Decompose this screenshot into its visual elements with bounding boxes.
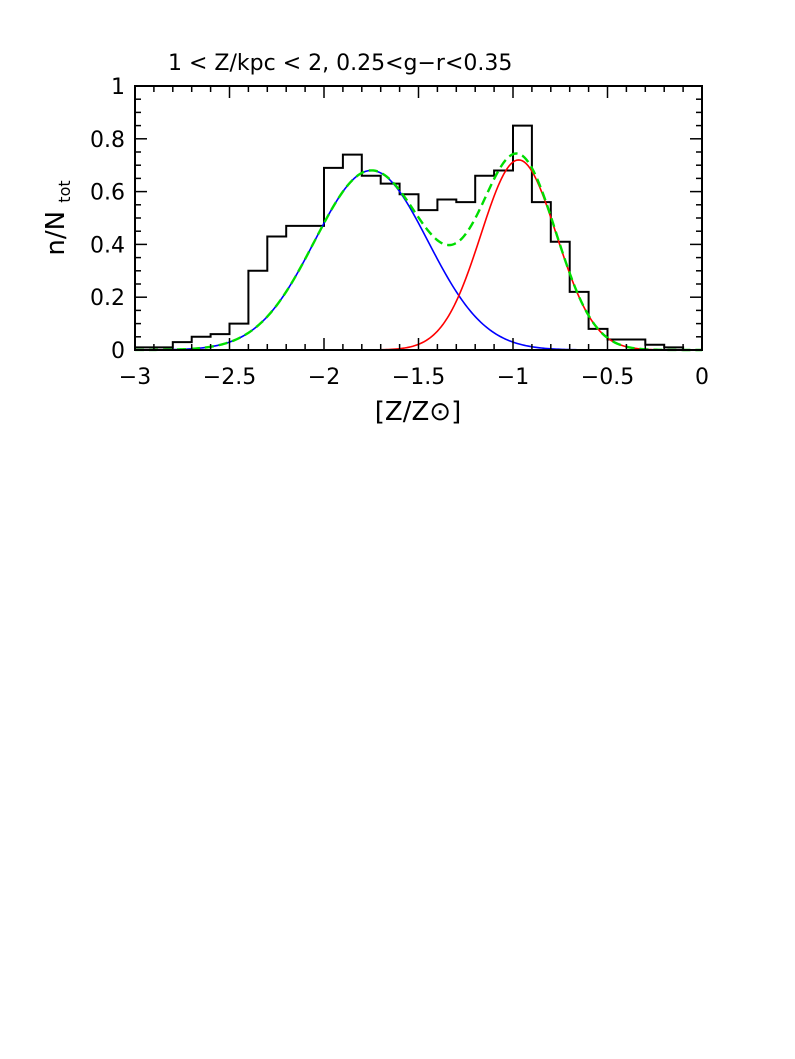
histogram-bar [494,170,513,350]
histogram-bar [381,184,400,350]
y-axis-label-main: n/N [41,211,71,256]
chart-title: 1 < Z/kpc < 2, 0.25<g−r<0.35 [168,51,512,76]
histogram-bar [532,202,551,350]
y-tick-label: 0.8 [90,128,125,153]
y-tick-label: 0.2 [90,286,125,311]
histogram-bar [248,271,267,350]
x-axis-label: [Z/Z⊙] [375,397,461,427]
x-tick-label: −0.5 [581,365,634,390]
y-axis: 0 0.2 0.4 0.6 0.8 1 [90,75,702,364]
x-tick-label: −2 [308,365,340,390]
y-axis-label-sub: tot [55,180,74,202]
x-tick-label: −3 [119,365,151,390]
gaussian-sum-curve [134,152,702,352]
histogram-bar [267,236,286,350]
y-tick-label: 1 [111,75,125,100]
histogram-bar [551,242,570,350]
histogram-bar [305,226,324,350]
plot-area [134,85,703,352]
histogram-outline [134,124,702,351]
y-tick-label: 0.6 [90,181,125,206]
histogram-bar [570,292,589,350]
x-tick-label: −1.5 [392,365,445,390]
histogram-bar [230,324,249,350]
histogram-bar [362,176,381,350]
y-tick-label: 0.4 [90,233,125,258]
histogram-bar [513,126,532,350]
histogram-bar [343,155,362,350]
x-tick-label: −2.5 [203,365,256,390]
x-tick-label: −1 [497,365,529,390]
x-tick-label: 0 [695,365,709,390]
histogram-bar [589,329,608,350]
svg-text:n/N tot: n/N tot [41,180,74,255]
y-axis-label: n/N tot [41,180,74,255]
y-tick-label: 0 [111,339,125,364]
gaussian-component-2 [135,159,702,351]
x-axis: −3 −2.5 −2 −1.5 −1 −0.5 0 [119,86,709,390]
